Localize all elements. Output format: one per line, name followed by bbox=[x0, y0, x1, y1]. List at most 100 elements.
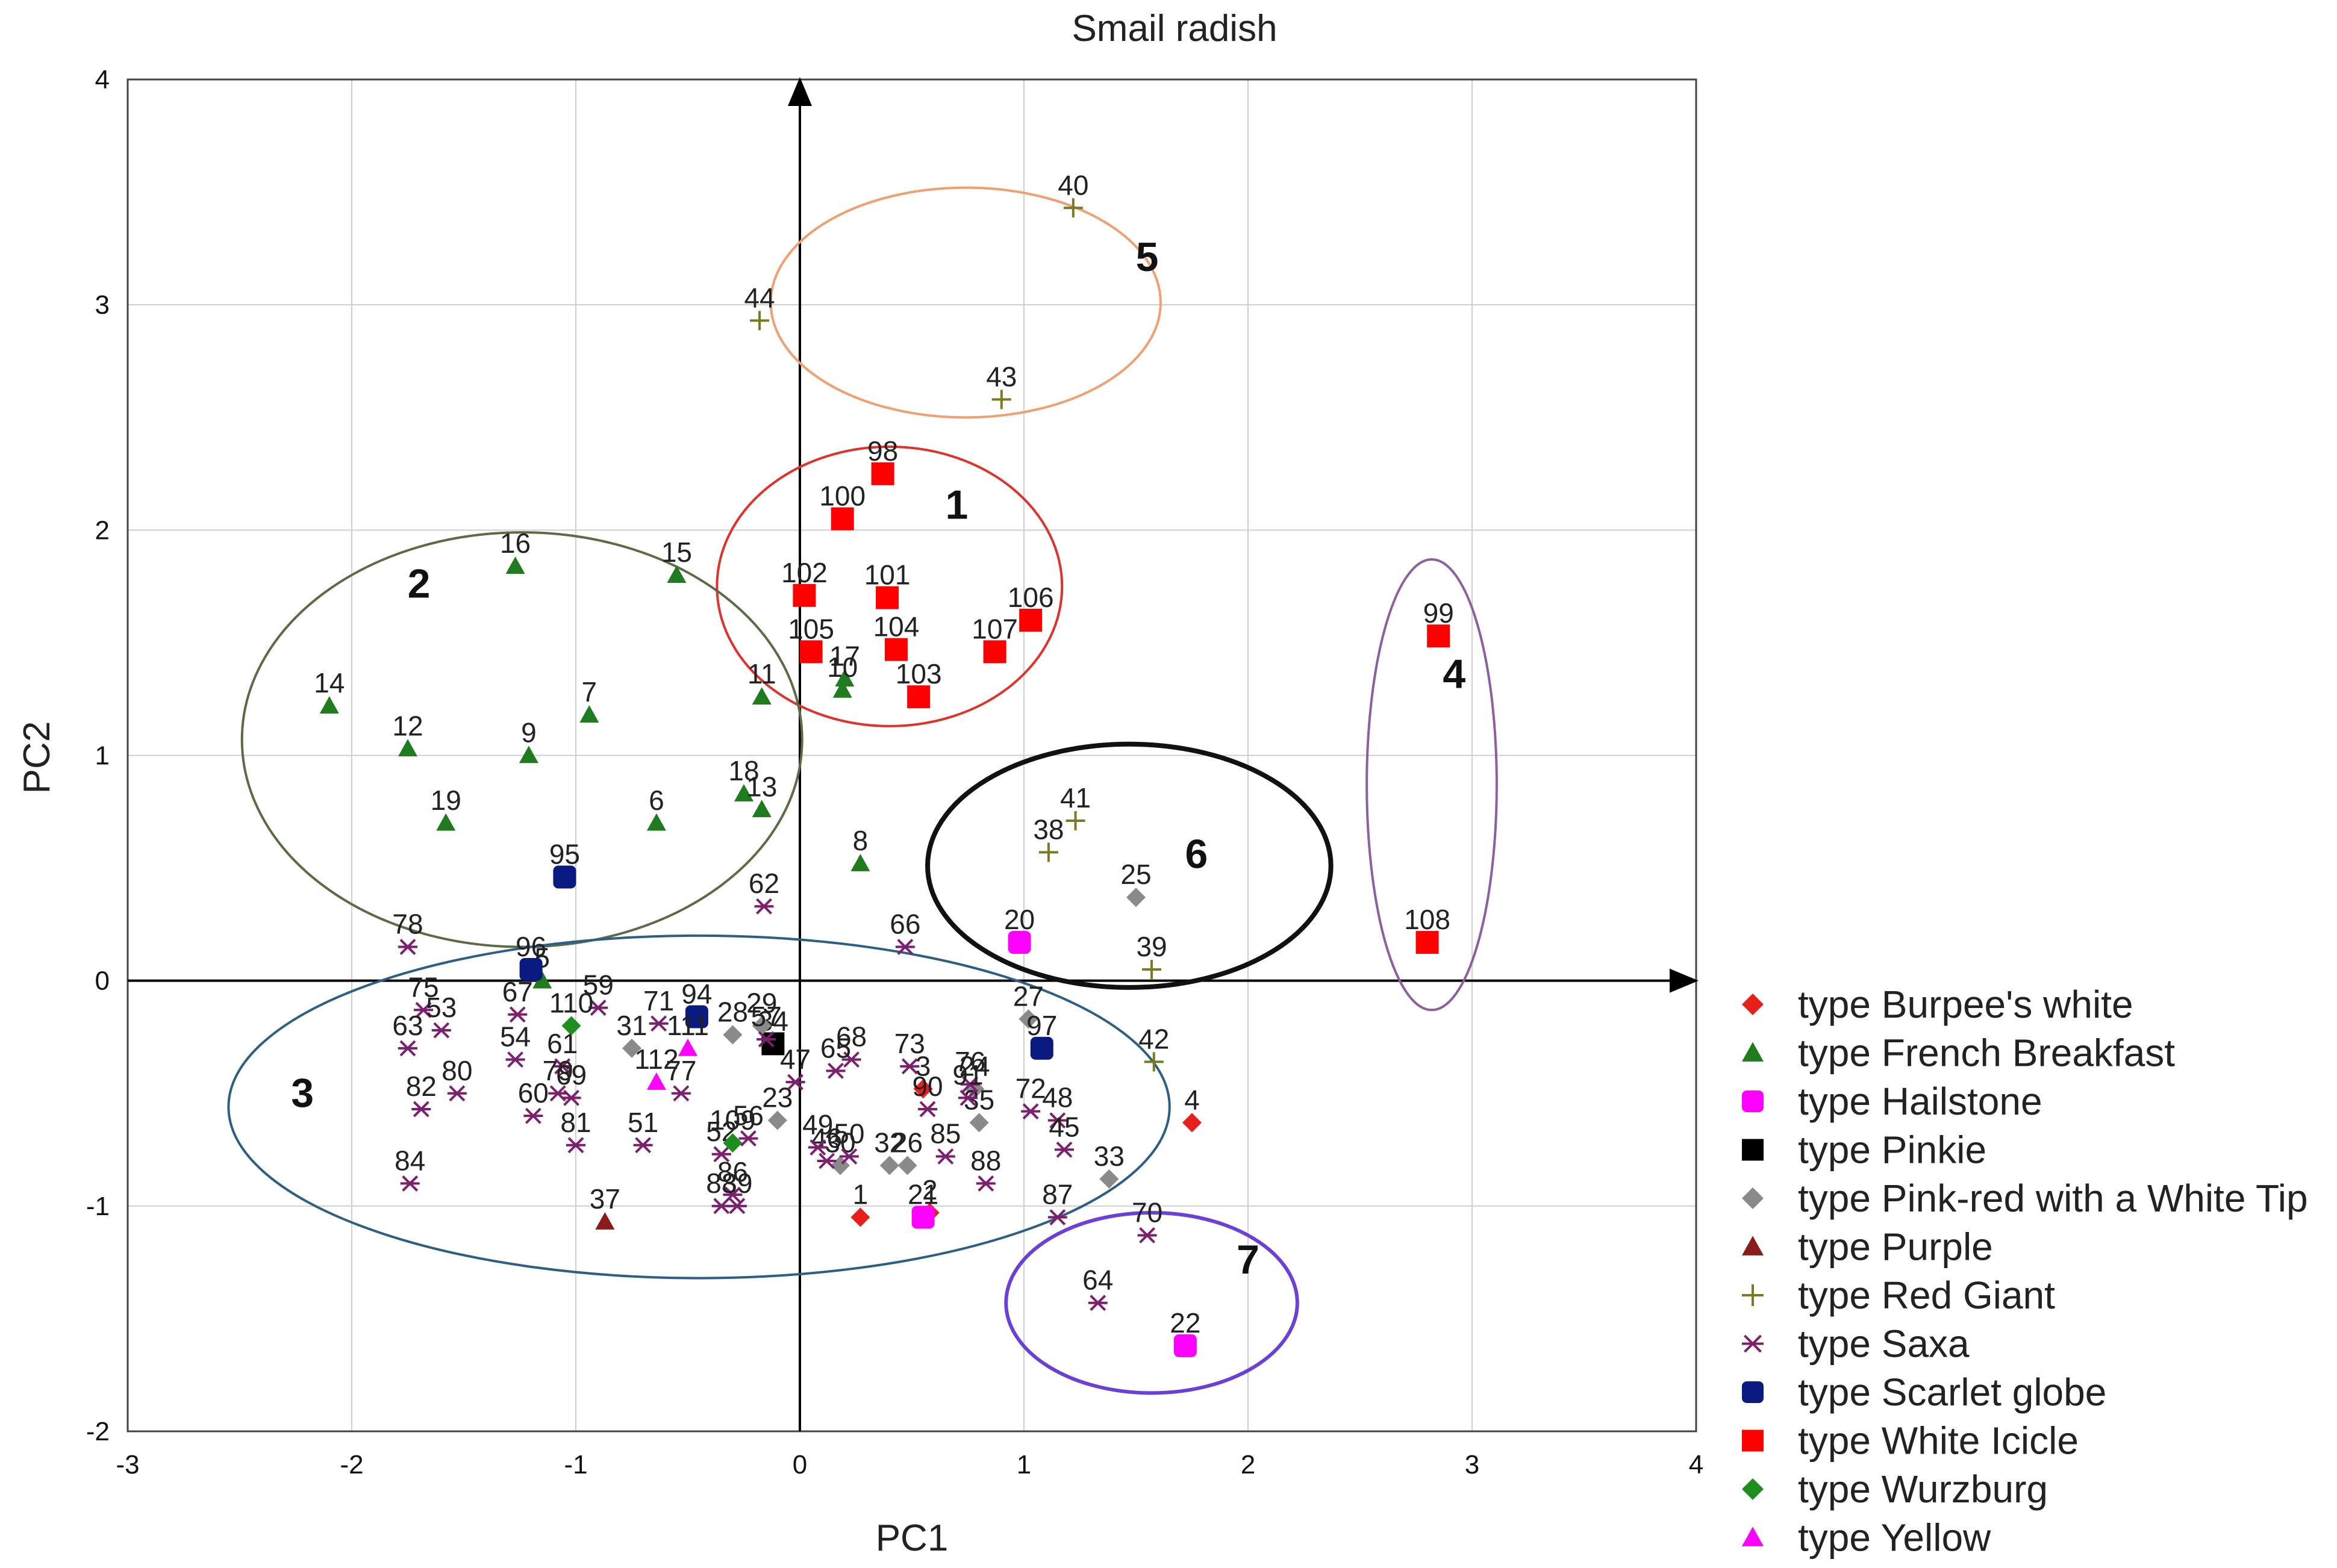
legend-item-9: type White Icicle bbox=[1742, 1419, 2079, 1463]
point-label-45: 45 bbox=[1049, 1111, 1079, 1142]
point-label-31: 31 bbox=[616, 1010, 647, 1041]
data-point-87 bbox=[1047, 1209, 1067, 1225]
data-point-111 bbox=[678, 1038, 697, 1056]
legend-label: type Yellow bbox=[1798, 1516, 1991, 1560]
point-label-71: 71 bbox=[643, 985, 674, 1016]
legend-label: type Wurzburg bbox=[1798, 1467, 2048, 1511]
data-point-76 bbox=[960, 1076, 980, 1093]
point-label-86: 86 bbox=[717, 1156, 748, 1187]
data-point-61 bbox=[552, 1058, 572, 1075]
point-label-10: 10 bbox=[827, 652, 858, 683]
cluster-ellipse-5 bbox=[769, 186, 1162, 419]
legend-item-3: type Pinkie bbox=[1742, 1128, 1986, 1172]
cluster-ellipse-3 bbox=[227, 934, 1171, 1280]
point-label-98: 98 bbox=[867, 435, 898, 467]
point-label-54: 54 bbox=[500, 1021, 531, 1053]
legend-marker bbox=[1742, 994, 1764, 1015]
data-point-57 bbox=[757, 1031, 776, 1048]
point-label-79: 79 bbox=[543, 1055, 573, 1086]
data-point-20 bbox=[1008, 931, 1031, 954]
data-point-3 bbox=[913, 1079, 933, 1099]
point-label-56: 56 bbox=[733, 1100, 764, 1131]
data-point-95 bbox=[553, 865, 576, 889]
point-label-7: 7 bbox=[582, 676, 598, 708]
data-point-28 bbox=[723, 1025, 743, 1045]
data-point-80 bbox=[447, 1085, 467, 1102]
data-point-102 bbox=[793, 583, 816, 607]
data-point-42 bbox=[1144, 1052, 1164, 1072]
point-label-12: 12 bbox=[392, 710, 423, 741]
data-point-35 bbox=[969, 1113, 989, 1133]
data-point-46 bbox=[817, 1153, 837, 1169]
cluster-ellipse-1 bbox=[716, 445, 1064, 727]
point-label-72: 72 bbox=[1016, 1073, 1046, 1104]
data-point-97 bbox=[1030, 1036, 1053, 1060]
data-point-77 bbox=[671, 1085, 691, 1102]
point-label-1: 1 bbox=[853, 1179, 869, 1210]
point-label-83: 83 bbox=[706, 1168, 737, 1199]
data-point-40 bbox=[1063, 198, 1083, 218]
point-label-91: 91 bbox=[952, 1059, 983, 1090]
data-point-110 bbox=[561, 1016, 581, 1036]
data-point-72 bbox=[1021, 1103, 1041, 1120]
data-point-81 bbox=[566, 1137, 585, 1154]
data-point-19 bbox=[436, 813, 456, 831]
data-point-34 bbox=[761, 1032, 785, 1056]
data-point-66 bbox=[895, 939, 915, 955]
legend-marker bbox=[1742, 1284, 1764, 1306]
data-point-41 bbox=[1066, 811, 1085, 831]
data-point-82 bbox=[411, 1101, 431, 1118]
legend-label: type White Icicle bbox=[1798, 1419, 2079, 1463]
data-point-51 bbox=[633, 1137, 653, 1154]
legend-label: type Pinkie bbox=[1798, 1128, 1986, 1172]
cluster-ellipse-7 bbox=[1004, 1211, 1299, 1395]
point-label-16: 16 bbox=[500, 527, 531, 559]
data-point-105 bbox=[799, 640, 823, 664]
data-point-96 bbox=[519, 957, 543, 981]
data-point-108 bbox=[1415, 931, 1439, 954]
point-label-89: 89 bbox=[722, 1168, 752, 1199]
legend-marker bbox=[1742, 1187, 1764, 1209]
point-label-25: 25 bbox=[1120, 859, 1151, 890]
legend-item-0: type Burpee's white bbox=[1742, 983, 2133, 1026]
data-point-53 bbox=[431, 1022, 451, 1039]
data-point-6 bbox=[646, 813, 666, 831]
data-point-38 bbox=[1038, 842, 1058, 862]
legend-item-2: type Hailstone bbox=[1742, 1080, 2042, 1123]
x-tick-label: 2 bbox=[1241, 1450, 1255, 1479]
x-tick-label: -2 bbox=[340, 1450, 363, 1479]
data-point-63 bbox=[398, 1040, 417, 1057]
point-label-33: 33 bbox=[1094, 1140, 1125, 1172]
point-label-82: 82 bbox=[406, 1071, 437, 1102]
point-label-48: 48 bbox=[1042, 1082, 1073, 1113]
series-5: 37 bbox=[590, 1183, 620, 1230]
data-point-88 bbox=[976, 1175, 996, 1192]
point-label-101: 101 bbox=[864, 559, 911, 591]
point-label-85: 85 bbox=[930, 1118, 961, 1150]
x-tick-label: 3 bbox=[1465, 1450, 1479, 1479]
point-label-67: 67 bbox=[502, 976, 533, 1007]
point-label-105: 105 bbox=[788, 613, 834, 644]
data-point-101 bbox=[876, 586, 899, 609]
data-point-15 bbox=[667, 565, 687, 583]
point-label-63: 63 bbox=[392, 1010, 423, 1041]
point-label-104: 104 bbox=[873, 611, 920, 642]
legend: type Burpee's white type French Breakfast… bbox=[1742, 983, 2308, 1560]
chart-title: Smail radish bbox=[1072, 8, 1277, 49]
point-label-80: 80 bbox=[442, 1055, 472, 1086]
data-point-99 bbox=[1427, 624, 1450, 648]
series-10: 110 109 bbox=[549, 988, 756, 1153]
plot-area-frame bbox=[126, 78, 1697, 1433]
point-label-26: 26 bbox=[892, 1127, 923, 1158]
legend-marker bbox=[1742, 1090, 1764, 1112]
y-tick-label: 1 bbox=[95, 741, 110, 771]
point-label-41: 41 bbox=[1060, 782, 1091, 814]
point-label-66: 66 bbox=[890, 909, 920, 940]
data-point-4 bbox=[1182, 1113, 1202, 1133]
point-label-21: 21 bbox=[908, 1179, 938, 1210]
